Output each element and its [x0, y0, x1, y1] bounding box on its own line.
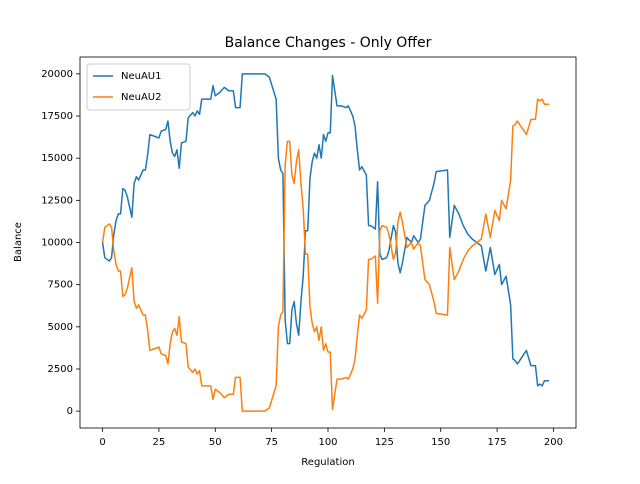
x-axis-label: Regulation — [301, 457, 354, 468]
series-line — [101, 98, 549, 412]
x-tick-label: 125 — [375, 437, 394, 448]
y-tick-label: 15000 — [41, 153, 73, 164]
y-tick-label: 2500 — [48, 364, 73, 375]
plot-frame — [79, 56, 577, 429]
x-tick-label: 25 — [153, 437, 166, 448]
y-tick-label: 5000 — [48, 322, 73, 333]
y-tick-label: 10000 — [41, 238, 73, 249]
x-tick-label: 200 — [544, 437, 563, 448]
y-tick-label: 7500 — [48, 280, 73, 291]
y-tick-label: 20000 — [41, 69, 73, 80]
y-tick-label: 17500 — [41, 111, 73, 122]
series-line — [101, 73, 549, 387]
x-tick-label: 150 — [431, 437, 450, 448]
x-tick-label: 175 — [488, 437, 507, 448]
x-tick-label: 50 — [209, 437, 222, 448]
y-tick-label: 0 — [67, 406, 73, 417]
y-axis-label: Balance — [13, 222, 24, 262]
y-tick-label: 12500 — [41, 195, 73, 206]
chart-title: Balance Changes - Only Offer — [225, 35, 432, 51]
legend-label: NeuAU2 — [121, 92, 162, 103]
x-tick-label: 75 — [265, 437, 278, 448]
legend-label: NeuAU1 — [121, 71, 162, 82]
x-tick-label: 100 — [318, 437, 337, 448]
x-tick-label: 0 — [99, 437, 105, 448]
